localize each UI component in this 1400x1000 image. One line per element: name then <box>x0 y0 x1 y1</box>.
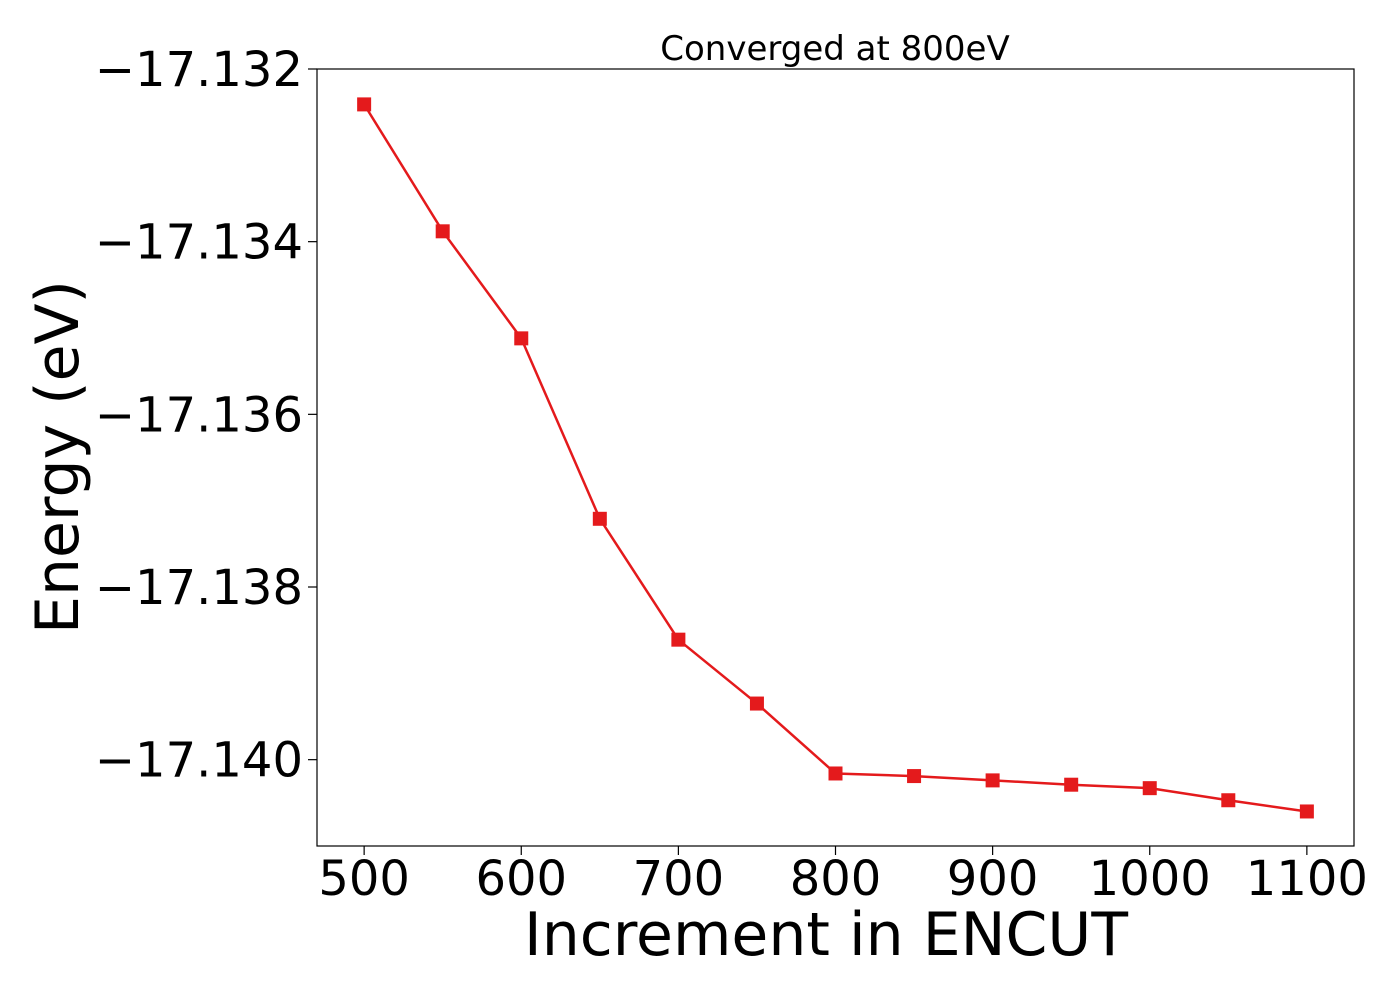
x-tick-label: 1000 <box>1089 851 1211 907</box>
x-tick-label: 900 <box>947 851 1039 907</box>
data-point-marker <box>592 511 607 526</box>
y-tick-label: −17.138 <box>95 560 303 616</box>
y-tick-label: −17.136 <box>95 387 303 443</box>
y-tick-label: −17.140 <box>95 733 303 789</box>
y-axis-title: Energy (eV) <box>23 280 93 634</box>
plot-area-frame <box>316 68 1355 847</box>
y-tick-label: −17.132 <box>95 42 303 98</box>
data-point-marker <box>1064 777 1079 792</box>
y-tick-label: −17.134 <box>95 215 303 271</box>
data-point-marker <box>1299 804 1314 819</box>
y-axis: −17.132 −17.134 −17.136 −17.138 −17.140 <box>95 42 317 789</box>
x-tick-label: 500 <box>318 851 410 907</box>
data-point-marker <box>828 766 843 781</box>
x-tick-label: 600 <box>475 851 567 907</box>
data-point-marker <box>357 97 372 112</box>
data-point-marker <box>985 773 1000 788</box>
data-point-marker <box>435 224 450 239</box>
x-tick-label: 800 <box>790 851 882 907</box>
data-point-marker <box>749 696 764 711</box>
data-point-marker <box>1142 781 1157 796</box>
series-layer <box>357 97 1314 819</box>
data-point-marker <box>514 331 529 346</box>
data-point-marker <box>907 769 922 784</box>
x-axis: 500 600 700 800 900 1000 1100 <box>318 846 1368 907</box>
x-axis-title: Increment in ENCUT <box>524 900 1128 970</box>
series-line <box>363 103 1308 813</box>
data-point-marker <box>671 632 686 647</box>
data-point-marker <box>1221 793 1236 808</box>
chart-title: Converged at 800eV <box>660 29 1009 69</box>
x-tick-label: 700 <box>633 851 725 907</box>
x-tick-label: 1100 <box>1246 851 1368 907</box>
